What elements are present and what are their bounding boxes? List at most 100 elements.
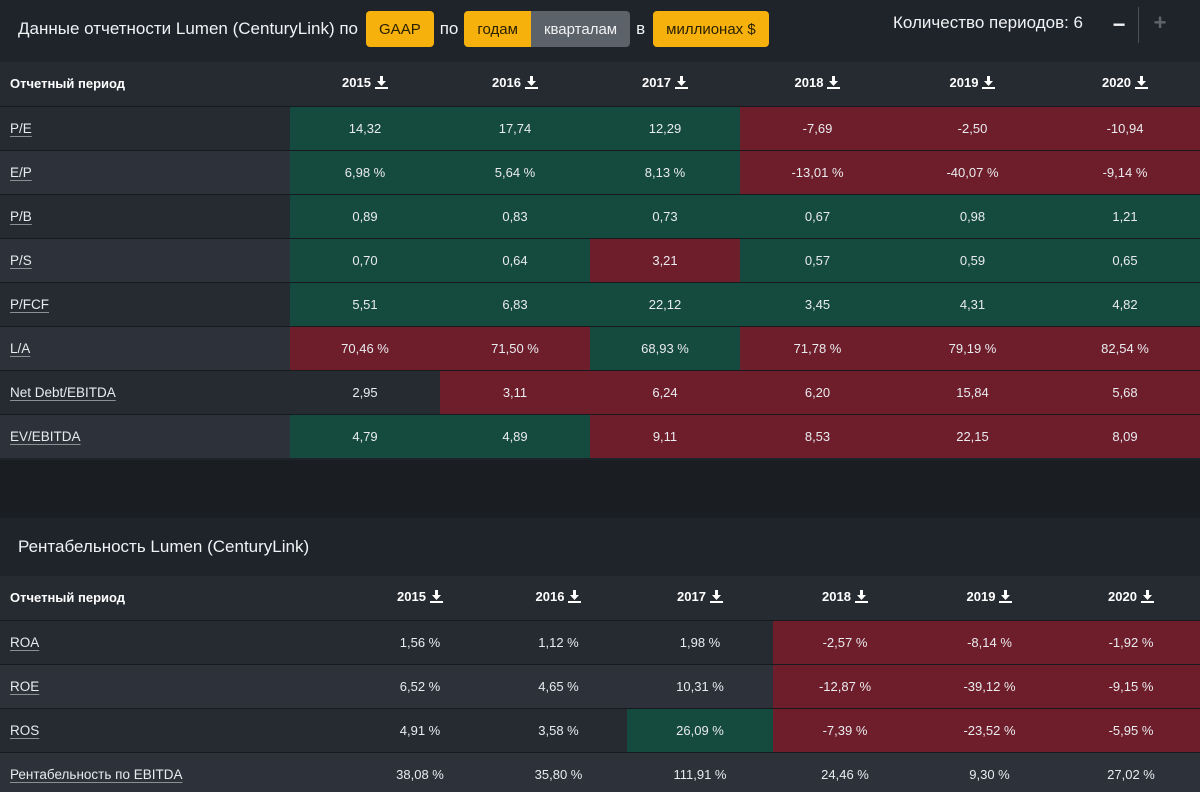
metric-link[interactable]: ROE (10, 678, 40, 694)
table-header-row: Отчетный период 2015 2016 2017 2018 2019 2020 (0, 576, 1200, 620)
table-row: EV/EBITDA 4,79 4,89 9,11 8,53 22,15 8,09 (0, 413, 1200, 458)
year-column-header[interactable]: 2019 (895, 62, 1050, 106)
year-label: 2015 (397, 589, 426, 605)
table-row: P/B 0,89 0,83 0,73 0,67 0,98 1,21 (0, 193, 1200, 238)
value-cell: 0,89 (290, 193, 440, 238)
row-label-cell: Рентабельность по EBITDA (0, 751, 350, 792)
value-cell: 4,65 % (490, 663, 627, 708)
year-label: 2020 (1108, 589, 1137, 605)
year-column-header[interactable]: 2019 (917, 576, 1062, 620)
value-cell: 26,09 % (627, 707, 773, 752)
toolbar-in-text: в (636, 19, 646, 38)
value-cell: 70,46 % (290, 325, 440, 370)
toolbar-by-text: по (439, 19, 459, 38)
year-column-header[interactable]: 2015 (350, 576, 490, 620)
value-cell: -12,87 % (773, 663, 917, 708)
table-row: ROS 4,91 % 3,58 % 26,09 % -7,39 % -23,52 % -5,… (0, 707, 1200, 752)
metric-link[interactable]: E/P (10, 164, 32, 180)
value-cell: 9,30 % (917, 751, 1062, 792)
value-cell: 3,58 % (490, 707, 627, 752)
row-label-cell: EV/EBITDA (0, 413, 290, 458)
metric-link[interactable]: ROS (10, 722, 40, 738)
metric-link[interactable]: P/FCF (10, 296, 49, 312)
download-icon[interactable] (429, 590, 443, 606)
value-cell: 79,19 % (895, 325, 1050, 370)
row-label-cell: ROS (0, 707, 350, 752)
profitability-title: Рентабельность Lumen (CenturyLink) (18, 537, 310, 556)
value-cell: 1,98 % (627, 619, 773, 664)
value-cell: 6,24 (590, 369, 740, 414)
table-row: ROA 1,56 % 1,12 % 1,98 % -2,57 % -8,14 % -1,92… (0, 619, 1200, 664)
year-column-header[interactable]: 2018 (773, 576, 917, 620)
value-cell: 3,21 (590, 237, 740, 282)
year-column-header[interactable]: 2018 (740, 62, 895, 106)
download-icon[interactable] (709, 590, 723, 606)
value-cell: 35,80 % (490, 751, 627, 792)
download-icon[interactable] (674, 76, 688, 92)
download-icon[interactable] (827, 76, 841, 92)
value-cell: -9,14 % (1050, 149, 1200, 194)
multiples-table: Отчетный период 2015 2016 2017 2018 2019 2020 … (0, 62, 1200, 458)
value-cell: 17,74 (440, 105, 590, 150)
metric-link[interactable]: Net Debt/EBITDA (10, 384, 116, 400)
table-header-row: Отчетный период 2015 2016 2017 2018 2019 2020 (0, 62, 1200, 106)
value-cell: 14,32 (290, 105, 440, 150)
value-cell: 5,51 (290, 281, 440, 326)
metric-link[interactable]: EV/EBITDA (10, 428, 81, 444)
year-column-header[interactable]: 2016 (440, 62, 590, 106)
value-cell: 9,11 (590, 413, 740, 458)
value-cell: 8,13 % (590, 149, 740, 194)
year-label: 2018 (822, 589, 851, 605)
metric-link[interactable]: P/E (10, 120, 32, 136)
value-cell: 4,31 (895, 281, 1050, 326)
year-column-header[interactable]: 2020 (1050, 62, 1200, 106)
download-icon[interactable] (1140, 590, 1154, 606)
value-cell: 4,82 (1050, 281, 1200, 326)
download-icon[interactable] (374, 76, 388, 92)
period-column-header: Отчетный период (0, 62, 290, 106)
row-label-cell: P/B (0, 193, 290, 238)
year-column-header[interactable]: 2020 (1062, 576, 1200, 620)
value-cell: 2,95 (290, 369, 440, 414)
row-label-cell: P/S (0, 237, 290, 282)
value-cell: 22,12 (590, 281, 740, 326)
download-icon[interactable] (854, 590, 868, 606)
year-label: 2015 (342, 75, 371, 91)
value-cell: 68,93 % (590, 325, 740, 370)
year-column-header[interactable]: 2017 (627, 576, 773, 620)
units-button[interactable]: миллионах $ (653, 11, 769, 47)
metric-link[interactable]: P/B (10, 208, 32, 224)
gaap-button[interactable]: GAAP (366, 11, 434, 47)
value-cell: 111,91 % (627, 751, 773, 792)
value-cell: -7,39 % (773, 707, 917, 752)
year-label: 2019 (949, 75, 979, 91)
decrease-periods-button[interactable]: − (1112, 12, 1126, 37)
year-column-header[interactable]: 2016 (490, 576, 627, 620)
value-cell: -23,52 % (917, 707, 1062, 752)
value-cell: -7,69 (740, 105, 895, 150)
metric-link[interactable]: ROA (10, 634, 40, 650)
value-cell: 4,91 % (350, 707, 490, 752)
metric-link[interactable]: P/S (10, 252, 32, 268)
row-label-cell: P/E (0, 105, 290, 150)
increase-periods-button[interactable]: + (1153, 10, 1167, 35)
download-icon[interactable] (1134, 76, 1148, 92)
value-cell: -8,14 % (917, 619, 1062, 664)
download-icon[interactable] (982, 76, 996, 92)
download-icon[interactable] (999, 590, 1013, 606)
metric-link[interactable]: L/A (10, 340, 31, 356)
download-icon[interactable] (524, 76, 538, 92)
table-row: E/P 6,98 % 5,64 % 8,13 % -13,01 % -40,07 % -9,… (0, 149, 1200, 194)
year-column-header[interactable]: 2017 (590, 62, 740, 106)
year-column-header[interactable]: 2015 (290, 62, 440, 106)
table-row: P/S 0,70 0,64 3,21 0,57 0,59 0,65 (0, 237, 1200, 282)
toolbar-divider (1138, 7, 1139, 43)
profitability-table: Отчетный период 2015 2016 2017 2018 2019 2020 … (0, 576, 1200, 792)
download-icon[interactable] (568, 590, 582, 606)
value-cell: 71,50 % (440, 325, 590, 370)
quarters-button[interactable]: кварталам (530, 11, 631, 47)
value-cell: 3,45 (740, 281, 895, 326)
metric-link[interactable]: Рентабельность по EBITDA (10, 766, 183, 782)
value-cell: 5,68 (1050, 369, 1200, 414)
years-button[interactable]: годам (464, 11, 531, 47)
